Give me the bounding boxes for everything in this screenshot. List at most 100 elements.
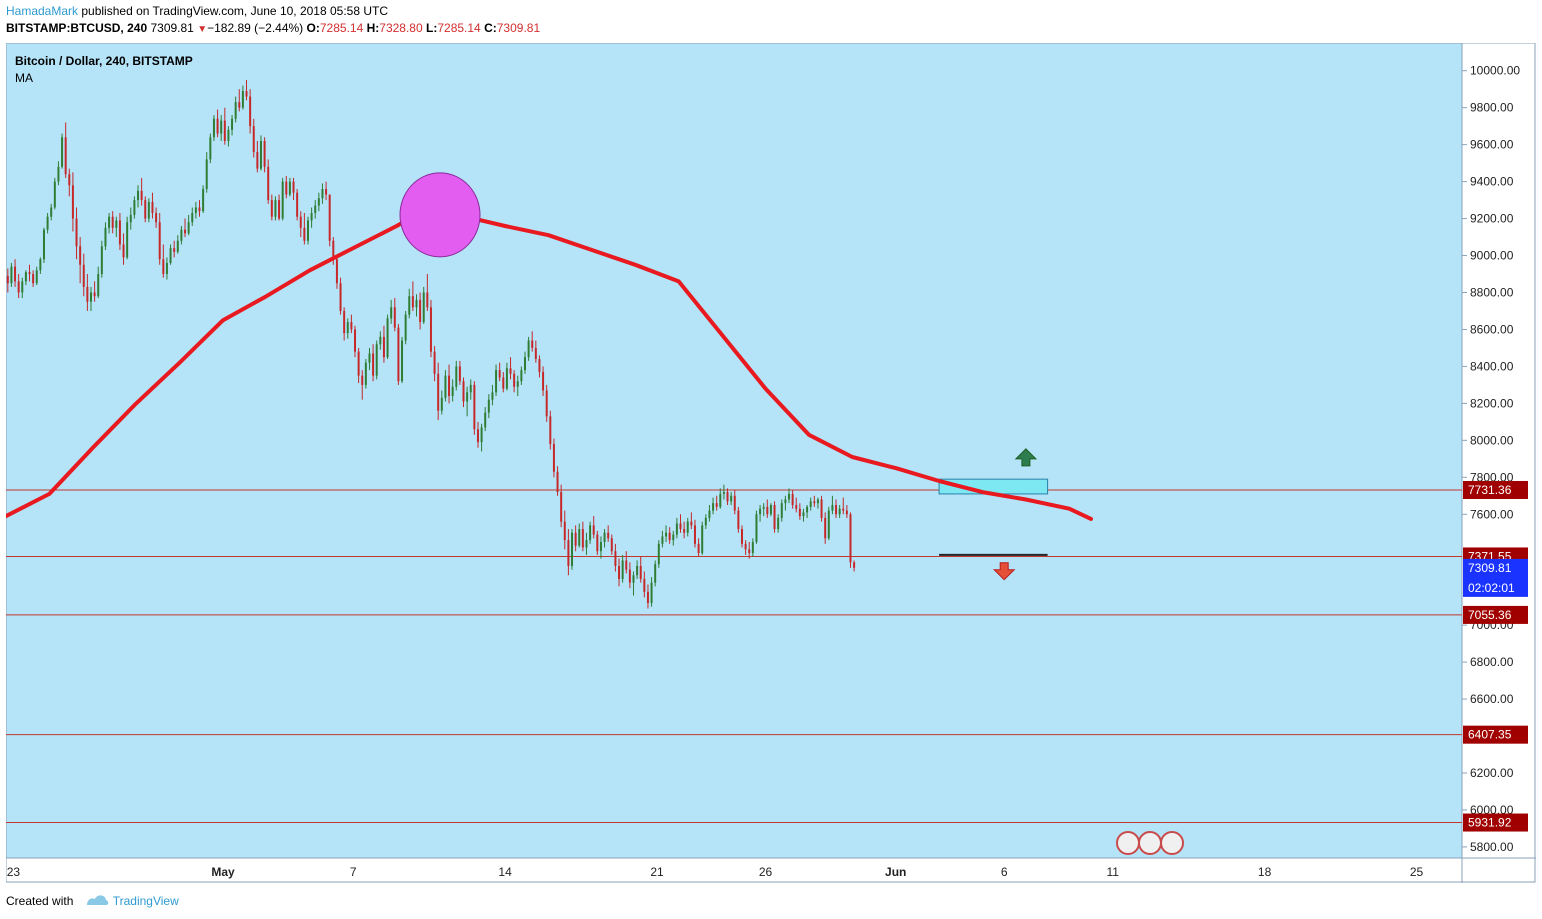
last-price-badge — [1463, 558, 1528, 597]
candle — [592, 525, 595, 535]
price-tick-label: 9600.00 — [1470, 138, 1514, 152]
economic-event-icon — [1160, 831, 1184, 855]
candle — [759, 508, 762, 515]
candle — [755, 514, 758, 542]
candle — [317, 198, 320, 206]
candle — [252, 126, 255, 153]
candle — [53, 181, 56, 208]
candle — [571, 532, 574, 567]
candle — [382, 336, 385, 358]
candle — [64, 137, 67, 175]
candle — [278, 200, 281, 219]
candle — [408, 296, 411, 315]
candle — [411, 296, 414, 308]
candle — [701, 525, 704, 554]
price-tick-label: 8600.00 — [1470, 322, 1514, 336]
candle — [292, 181, 295, 193]
last-price: 7309.81 — [150, 21, 194, 35]
time-tick-label: 26 — [759, 865, 773, 879]
candle — [802, 512, 805, 517]
candle — [426, 292, 429, 308]
candle — [791, 493, 794, 506]
candle — [144, 200, 147, 219]
candle — [50, 207, 53, 217]
time-tick-label: 6 — [1001, 865, 1008, 879]
price-tick-label: 7600.00 — [1470, 507, 1514, 521]
candle — [285, 181, 288, 195]
candle — [788, 493, 791, 500]
candle — [209, 137, 212, 160]
time-tick-label: 14 — [498, 865, 512, 879]
time-tick-label: Jun — [885, 865, 906, 879]
candle — [147, 201, 150, 219]
time-tick-label: 23 — [7, 865, 21, 879]
candle — [744, 543, 747, 550]
candle — [115, 220, 118, 228]
candle — [853, 562, 856, 568]
candle — [21, 281, 24, 293]
candle — [451, 386, 454, 396]
tradingview-link[interactable]: TradingView — [112, 894, 179, 909]
candle — [332, 240, 335, 260]
candle — [455, 366, 458, 387]
candle — [137, 190, 140, 201]
candle — [339, 283, 342, 311]
candle — [314, 205, 317, 214]
candle — [198, 207, 201, 212]
candle — [202, 188, 205, 212]
chart-svg[interactable]: 10000.00 9800.00 9600.00 9400.00 9200.00 9000… — [6, 43, 1536, 883]
candle — [173, 248, 176, 252]
candle — [118, 220, 121, 245]
candle — [480, 427, 483, 443]
price-tick-label: 8200.00 — [1470, 396, 1514, 410]
candle — [824, 517, 827, 539]
candle — [343, 310, 346, 334]
candle — [126, 222, 129, 258]
candle — [274, 200, 277, 217]
candle — [813, 501, 816, 504]
candle — [730, 495, 733, 502]
candle — [672, 534, 675, 541]
open-value: 7285.14 — [319, 21, 364, 35]
last-price-badge-label: 7309.81 — [1468, 561, 1512, 575]
candle — [191, 213, 194, 223]
candle — [419, 299, 422, 323]
candle — [401, 340, 404, 382]
price-tick-label: 6800.00 — [1470, 655, 1514, 669]
candle — [32, 274, 35, 284]
candle — [509, 368, 512, 374]
candle — [715, 503, 718, 507]
candle — [14, 266, 17, 282]
tradingview-logo-icon — [85, 893, 109, 911]
candle — [155, 213, 158, 223]
countdown-label: 02:02:01 — [1468, 581, 1515, 595]
candle — [46, 216, 49, 230]
candle — [740, 529, 743, 544]
indicator-label[interactable]: MA — [15, 71, 33, 85]
chart-area[interactable]: 10000.00 9800.00 9600.00 9400.00 9200.00 9000… — [6, 43, 1536, 883]
candle — [726, 492, 729, 502]
candle — [180, 229, 183, 241]
candle — [567, 540, 570, 567]
candle — [737, 510, 740, 530]
symbol-label: BITSTAMP:BTCUSD, 240 — [6, 21, 148, 35]
candle — [668, 532, 671, 541]
price-level-badge — [1463, 605, 1528, 624]
candle — [270, 200, 273, 217]
candle — [390, 307, 393, 319]
candle — [603, 532, 606, 542]
candle — [223, 120, 226, 141]
candle — [281, 181, 284, 219]
candle — [610, 538, 613, 552]
candle — [238, 102, 241, 108]
candle — [429, 307, 432, 352]
candle — [534, 347, 537, 360]
candle — [650, 582, 653, 603]
candle — [122, 244, 125, 258]
candle — [585, 540, 588, 548]
open-label: O: — [306, 21, 320, 35]
candle — [241, 91, 244, 108]
candle — [596, 534, 599, 552]
economic-event-icon — [1138, 831, 1162, 855]
author-link[interactable]: HamadaMark — [6, 4, 79, 18]
